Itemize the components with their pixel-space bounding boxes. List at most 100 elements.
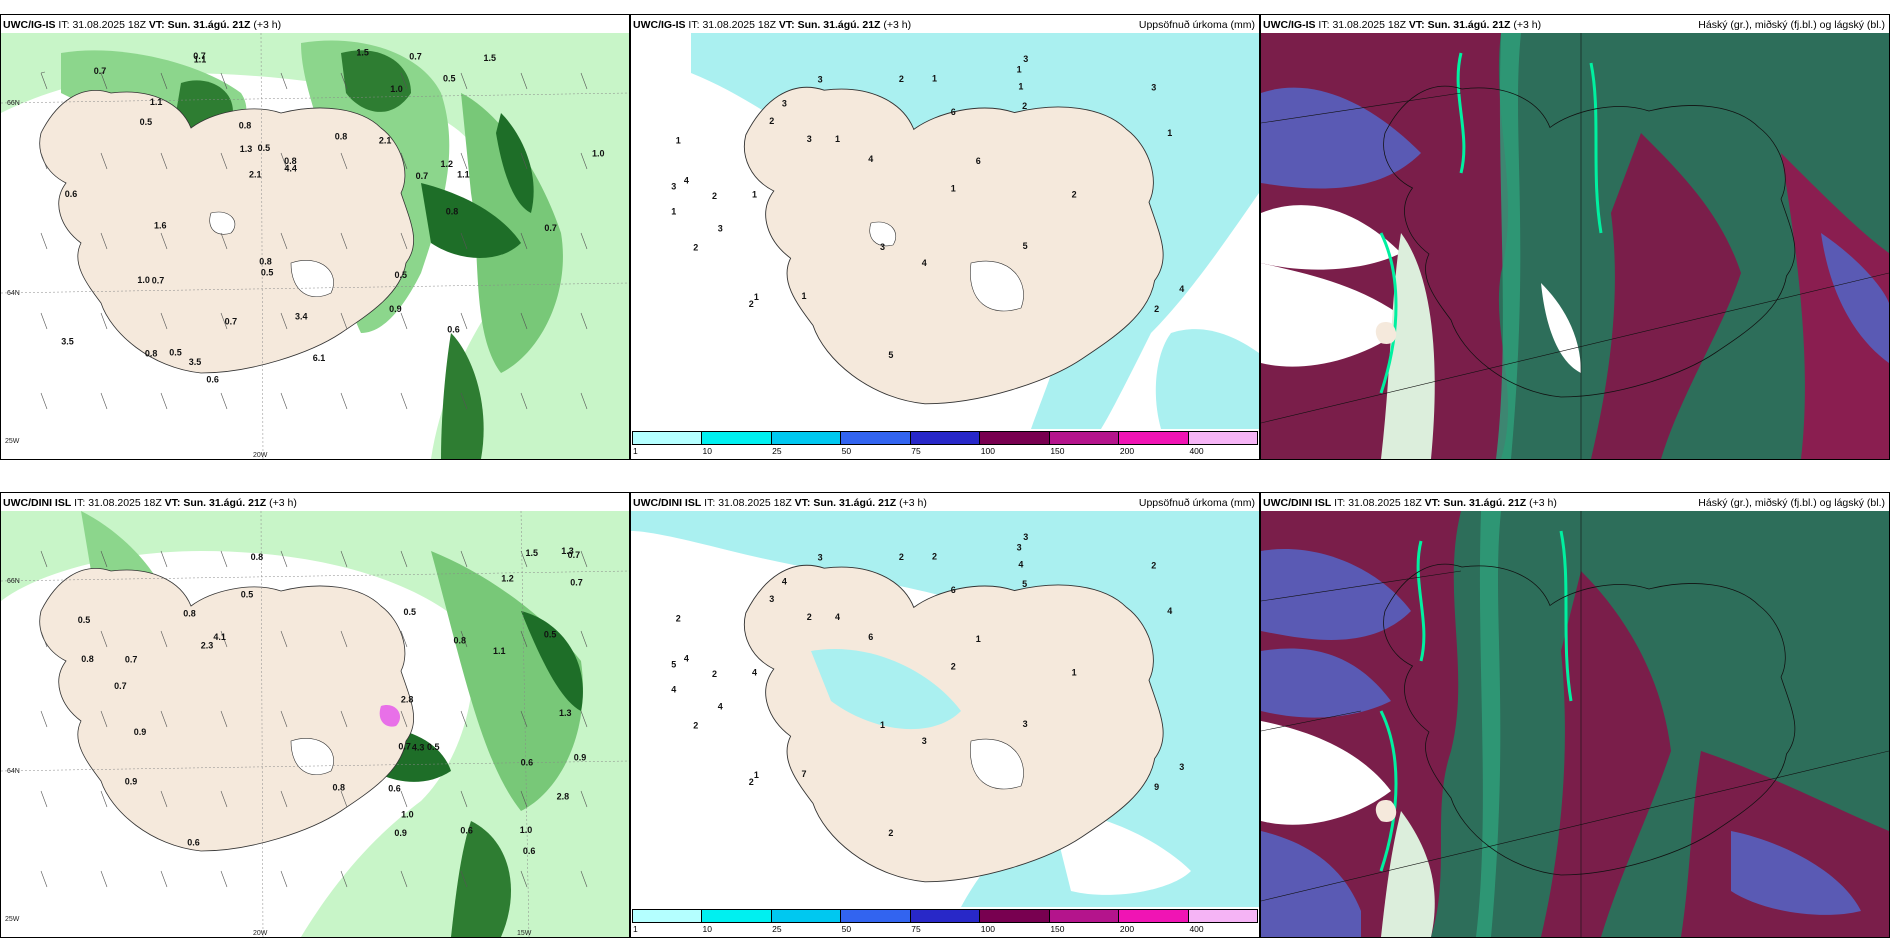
value-label: 1 [1018,82,1023,92]
colorbar-swatch [910,910,981,922]
value-label: 0.7 [416,171,429,181]
value-label: 0.9 [125,776,138,786]
value-label: 6.1 [313,353,326,363]
value-label: 0.6 [65,189,78,199]
lat-label-64: 64N [7,290,20,297]
value-label: 0.6 [388,784,401,794]
value-label: 0.5 [241,590,254,600]
value-label: 3 [782,99,787,109]
value-label: 1 [1017,64,1022,74]
value-label: 4 [868,154,873,164]
value-label: 1.3 [559,708,572,718]
value-label: 3 [1023,54,1028,64]
lat-label-66: 66N [7,578,20,585]
value-label: 0.7 [125,655,138,665]
value-label: 2 [693,721,698,731]
value-label: 3.4 [295,311,308,321]
value-label: 1.0 [520,825,533,835]
value-label: 1.0 [592,149,605,159]
value-label: 0.8 [259,257,272,267]
value-label: 4 [752,667,757,677]
value-label: 0.5 [258,143,271,153]
value-label: 5 [888,350,893,360]
value-label: 4 [835,612,840,622]
value-label: 3 [1151,82,1156,92]
panel-field-title: Háský (gr.), miðský (fj.bl.) og lágský (… [1698,19,1885,31]
value-label: 1.0 [401,810,414,820]
value-label: 2 [769,116,774,126]
value-label: 2 [749,299,754,309]
value-label: 0.7 [398,741,411,751]
value-label: 3 [818,552,823,562]
panel-header: UWC/IG-IS IT: 31.08.2025 18Z VT: Sun. 31… [1263,19,1885,31]
value-label: 2 [888,828,893,838]
colorbar-tick-label: 200 [1119,924,1135,934]
value-label: 2 [899,74,904,84]
value-label: 4.3 [412,743,425,753]
value-label: 2 [712,191,717,201]
value-label: 0.6 [460,825,473,835]
panel-igis-wind: UWC/IG-IS IT: 31.08.2025 18Z VT: Sun. 31… [0,14,630,460]
precip-colorbar: 1 10 25 50 75 100 150 200 400 [632,431,1258,457]
value-label: 0.7 [544,223,557,233]
value-label: 0.9 [394,828,407,838]
value-label: 1 [754,770,759,780]
value-label: 0.5 [169,348,182,358]
value-label: 0.6 [521,757,534,767]
colorbar-tick-label: 10 [702,446,713,456]
value-label: 2 [951,661,956,671]
value-label: 1.1 [457,169,470,179]
colorbar-tick-label: 10 [702,924,713,934]
value-label: 1 [752,189,757,199]
value-label: 2.8 [401,694,414,704]
value-label: 0.8 [335,131,348,141]
value-label: 5 [1023,241,1028,251]
value-label: 1.5 [526,548,539,558]
value-label: 2 [899,552,904,562]
colorbar-swatch [702,432,772,444]
value-label: 1.2 [441,159,454,169]
precip-colorbar: 1 10 25 50 75 100 150 200 400 [632,909,1258,935]
value-label: 0.7 [152,275,165,285]
value-label: 3 [1179,762,1184,772]
value-label: 3 [922,736,927,746]
value-label: 7 [802,769,807,779]
panel-header: UWC/DINI ISL IT: 31.08.2025 18Z VT: Sun.… [1263,497,1885,509]
value-label: 0.8 [239,121,252,131]
panel-field-title: Háský (gr.), miðský (fj.bl.) og lágský (… [1698,497,1885,509]
lon-label-15: 15W [517,930,532,937]
value-label: 1 [976,634,981,644]
colorbar-swatch [841,432,911,444]
value-label: 0.6 [447,325,460,335]
value-label: 3 [718,224,723,234]
value-label: 2.1 [379,135,392,145]
value-label: 0.9 [389,304,402,314]
colorbar-tick-label: 50 [841,924,852,934]
colorbar-tick-label: 150 [1050,446,1065,456]
lon-label-20: 20W [253,452,268,459]
value-label: 1.0 [137,275,150,285]
value-label: 0.5 [78,615,91,625]
value-label: 3 [807,134,812,144]
cloud-cover-map [1261,511,1889,937]
colorbar-swatch [633,432,703,444]
colorbar-tick-label: 100 [980,924,995,934]
value-label: 2 [1154,304,1159,314]
value-label: 0.8 [145,349,158,359]
precip-value-labels: 0.5 0.8 0.6 0.6 0.7 1.1 0.9 0.7 0.6 1.0 0.7 0.8 0.5 0… [78,546,587,856]
value-label: 0.8 [183,609,196,619]
value-label: 0.7 [409,52,422,62]
value-label: 2.1 [249,169,262,179]
value-label: 6 [951,585,956,595]
colorbar-swatch [841,910,911,922]
value-label: 5 [671,660,676,670]
value-label: 5 [1022,579,1027,589]
value-label: 3 [1017,542,1022,552]
colorbar-tick-label: 100 [980,446,995,456]
value-label: 3.5 [61,336,74,346]
value-label: 1.0 [390,84,403,94]
colorbar-tick-label: 25 [772,924,782,934]
